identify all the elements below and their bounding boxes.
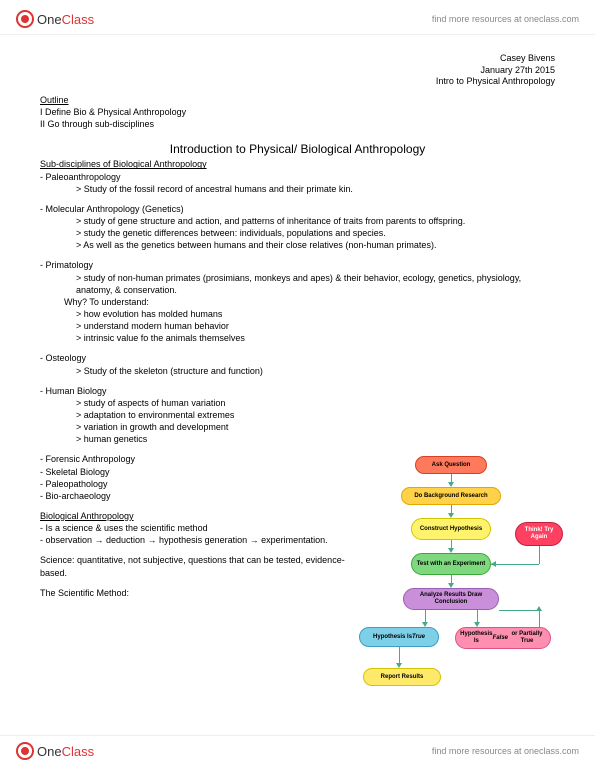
bottom-link[interactable]: find more resources at oneclass.com xyxy=(432,746,579,756)
node-report: Report Results xyxy=(363,668,441,686)
footer-logo: OneClass xyxy=(16,742,94,760)
outline-1: I Define Bio & Physical Anthropology xyxy=(40,106,555,118)
prim-w3: > intrinsic value fo the animals themsel… xyxy=(76,332,555,344)
sci-method-heading: The Scientific Method: xyxy=(40,587,360,599)
header: OneClass find more resources at oneclass… xyxy=(0,0,595,35)
prim-b1: > study of non-human primates (prosimian… xyxy=(76,272,555,296)
mol-b2: > study the genetic differences between:… xyxy=(76,227,555,239)
author: Casey Bivens xyxy=(40,53,555,65)
logo: OneClass xyxy=(16,10,94,28)
science-def: Science: quantitative, not subjective, q… xyxy=(40,554,360,578)
primatology-heading: - Primatology xyxy=(40,259,555,271)
paleopathology: - Paleopathology xyxy=(40,478,360,490)
osteology-heading: - Osteology xyxy=(40,352,555,364)
scientific-method-flowchart: Ask Question Do Background Research Cons… xyxy=(345,456,565,692)
outline-heading: Outline xyxy=(40,94,555,106)
bio-b1: - Is a science & uses the scientific met… xyxy=(40,522,360,534)
node-ask: Ask Question xyxy=(415,456,487,474)
bio-anthro-heading: Biological Anthropology xyxy=(40,510,360,522)
ost-b1: > Study of the skeleton (structure and f… xyxy=(76,365,555,377)
node-true: Hypothesis Is True xyxy=(359,627,439,647)
hb-b4: > human genetics xyxy=(76,433,360,445)
skeletal: - Skeletal Biology xyxy=(40,466,360,478)
node-hypothesis: Construct Hypothesis xyxy=(411,518,491,540)
bio-b2: - observation → deduction → hypothesis g… xyxy=(40,534,360,546)
prim-w1: > how evolution has molded humans xyxy=(76,308,555,320)
subdisciplines-heading: Sub-disciplines of Biological Anthropolo… xyxy=(40,158,555,170)
course: Intro to Physical Anthropology xyxy=(40,76,555,88)
bioarch: - Bio-archaeology xyxy=(40,490,360,502)
node-research: Do Background Research xyxy=(401,487,501,505)
doc-meta: Casey Bivens January 27th 2015 Intro to … xyxy=(40,53,555,88)
top-link[interactable]: find more resources at oneclass.com xyxy=(432,14,579,24)
hb-b2: > adaptation to environmental extremes xyxy=(76,409,360,421)
human-biology-heading: - Human Biology xyxy=(40,385,555,397)
paleo-b1: > Study of the fossil record of ancestra… xyxy=(76,183,555,195)
mol-b1: > study of gene structure and action, an… xyxy=(76,215,555,227)
outline-2: II Go through sub-disciplines xyxy=(40,118,555,130)
logo-text: OneClass xyxy=(37,12,94,27)
node-false: Hypothesis Is False or Partially True xyxy=(455,627,551,649)
date: January 27th 2015 xyxy=(40,65,555,77)
node-test: Test with an Experiment xyxy=(411,553,491,575)
page-title: Introduction to Physical/ Biological Ant… xyxy=(40,142,555,156)
node-think: Think! Try Again xyxy=(515,522,563,546)
footer: OneClass find more resources at oneclass… xyxy=(0,735,595,770)
node-analyze: Analyze Results Draw Conclusion xyxy=(403,588,499,610)
prim-w2: > understand modern human behavior xyxy=(76,320,555,332)
forensic: - Forensic Anthropology xyxy=(40,453,360,465)
prim-why: Why? To understand: xyxy=(64,296,555,308)
logo-icon xyxy=(16,742,34,760)
hb-b1: > study of aspects of human variation xyxy=(76,397,360,409)
paleo-heading: - Paleoanthropology xyxy=(40,171,555,183)
logo-icon xyxy=(16,10,34,28)
logo-text: OneClass xyxy=(37,744,94,759)
hb-b3: > variation in growth and development xyxy=(76,421,360,433)
molecular-heading: - Molecular Anthropology (Genetics) xyxy=(40,203,555,215)
mol-b3: > As well as the genetics between humans… xyxy=(76,239,555,251)
